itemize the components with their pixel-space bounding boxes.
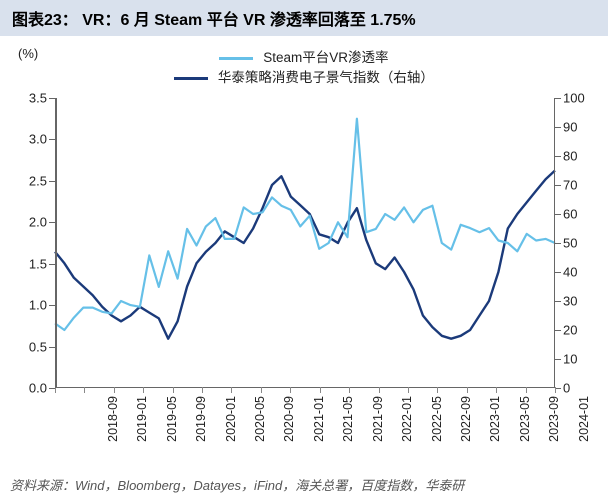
ytick-right: 90	[563, 120, 603, 135]
xtick-label: 2021-05	[341, 396, 355, 442]
ytick-left: 1.0	[7, 298, 47, 313]
legend-swatch-1	[219, 57, 253, 60]
xtick-label: 2021-01	[312, 396, 326, 442]
xtick-label: 2019-01	[135, 396, 149, 442]
ytick-left: 1.5	[7, 256, 47, 271]
xtick-label: 2020-01	[224, 396, 238, 442]
xtick	[290, 387, 291, 393]
ytick-right: 60	[563, 207, 603, 222]
xtick	[379, 387, 380, 393]
xtick	[349, 387, 350, 393]
ytick-right: 10	[563, 352, 603, 367]
xtick	[231, 387, 232, 393]
ytick-right: 70	[563, 178, 603, 193]
chart-area: (%) Steam平台VR渗透率 华泰策略消费电子景气指数（右轴） 0.00.5…	[0, 36, 608, 466]
ytick-left: 2.5	[7, 173, 47, 188]
xtick	[84, 387, 85, 393]
legend-label-2: 华泰策略消费电子景气指数（右轴）	[218, 70, 434, 85]
xtick-label: 2022-05	[429, 396, 443, 442]
xtick-label: 2023-05	[518, 396, 532, 442]
xtick-label: 2018-09	[106, 396, 120, 442]
xtick	[526, 387, 527, 393]
ytick-right: 100	[563, 91, 603, 106]
xtick	[173, 387, 174, 393]
xtick-label: 2019-09	[194, 396, 208, 442]
xtick	[202, 387, 203, 393]
xtick	[467, 387, 468, 393]
xtick-label: 2021-09	[371, 396, 385, 442]
ytick-left: 3.0	[7, 132, 47, 147]
legend-swatch-2	[174, 77, 208, 80]
ytick-left: 0.0	[7, 381, 47, 396]
ytick-right: 0	[563, 381, 603, 396]
plot-region: 0.00.51.01.52.02.53.03.50102030405060708…	[55, 98, 555, 388]
xtick-label: 2023-01	[488, 396, 502, 442]
ytick-left: 3.5	[7, 91, 47, 106]
ytick-right: 40	[563, 265, 603, 280]
legend: Steam平台VR渗透率 华泰策略消费电子景气指数（右轴）	[0, 48, 608, 88]
xtick-label: 2023-09	[547, 396, 561, 442]
xtick-label: 2020-05	[253, 396, 267, 442]
xtick	[408, 387, 409, 393]
source-text: 资料来源：Wind，Bloomberg，Datayes，iFind，海关总署，百…	[10, 475, 464, 494]
legend-label-1: Steam平台VR渗透率	[263, 50, 388, 65]
xtick-label: 2024-01	[576, 396, 590, 442]
xtick-label: 2022-01	[400, 396, 414, 442]
xtick	[555, 387, 556, 393]
chart-title: 图表23： VR：6 月 Steam 平台 VR 渗透率回落至 1.75%	[0, 0, 608, 36]
xtick	[143, 387, 144, 393]
ytick-right: 20	[563, 323, 603, 338]
line-svg	[55, 98, 555, 388]
ytick-right: 30	[563, 294, 603, 309]
ytick-right: 80	[563, 149, 603, 164]
xtick	[320, 387, 321, 393]
xtick	[437, 387, 438, 393]
xtick	[114, 387, 115, 393]
ytick-left: 2.0	[7, 215, 47, 230]
xtick-label: 2020-09	[282, 396, 296, 442]
xtick-label: 2019-05	[165, 396, 179, 442]
xtick-label: 2022-09	[459, 396, 473, 442]
xtick	[261, 387, 262, 393]
xtick	[496, 387, 497, 393]
ytick-left: 0.5	[7, 339, 47, 354]
ytick-right: 50	[563, 236, 603, 251]
